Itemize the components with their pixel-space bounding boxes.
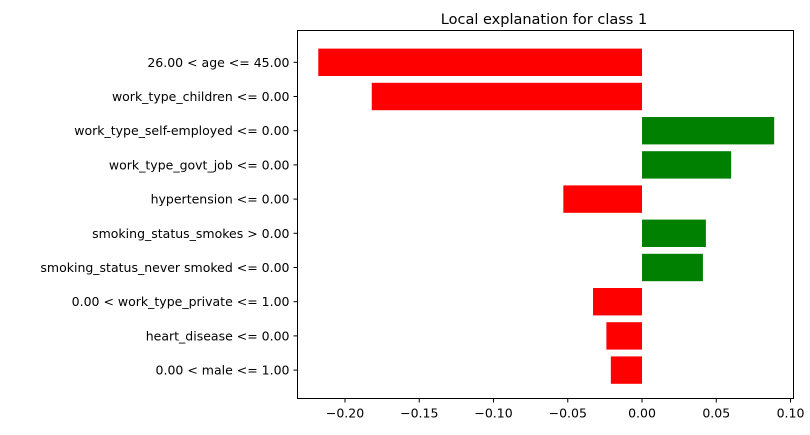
bar — [642, 151, 732, 179]
bar — [593, 288, 643, 316]
x-tick-label: −0.20 — [326, 406, 364, 421]
bar — [371, 82, 643, 111]
x-tick-label: −0.10 — [474, 406, 512, 421]
y-tick-labels: 26.00 < age <= 45.00 work_type_children <… — [40, 55, 298, 378]
y-tick-label: smoking_status_never smoked <= 0.00 — [40, 260, 289, 275]
chart-title: Local explanation for class 1 — [441, 12, 647, 28]
y-tick-label: heart_disease <= 0.00 — [146, 328, 290, 343]
y-tick-label: work_type_children <= 0.00 — [112, 89, 290, 104]
x-tick-label: 0.05 — [702, 406, 730, 421]
x-tick-label: −0.15 — [400, 406, 438, 421]
bar — [606, 322, 643, 350]
y-tick-label: hypertension <= 0.00 — [151, 192, 290, 207]
y-tick-label: 26.00 < age <= 45.00 — [147, 55, 289, 70]
y-tick-label: smoking_status_smokes > 0.00 — [92, 226, 289, 241]
bar — [563, 185, 643, 213]
bar — [318, 48, 643, 76]
y-tick-label: 0.00 < work_type_private <= 1.00 — [72, 294, 290, 309]
x-ticks: −0.20 −0.15 −0.10 −0.05 0.00 0.05 0.10 — [326, 398, 805, 421]
y-tick-label: 0.00 < male <= 1.00 — [156, 363, 290, 378]
bar — [642, 253, 703, 282]
x-tick-label: −0.05 — [549, 406, 587, 421]
plot-frame — [297, 30, 794, 399]
x-tick-label: 0.00 — [628, 406, 656, 421]
y-tick-label: work_type_govt_job <= 0.00 — [109, 157, 290, 172]
bar — [610, 356, 643, 384]
x-tick-label: 0.10 — [777, 406, 805, 421]
bar — [642, 219, 706, 247]
y-tick-label: work_type_self-employed <= 0.00 — [74, 123, 289, 138]
bars — [318, 48, 775, 384]
bar — [642, 117, 775, 145]
